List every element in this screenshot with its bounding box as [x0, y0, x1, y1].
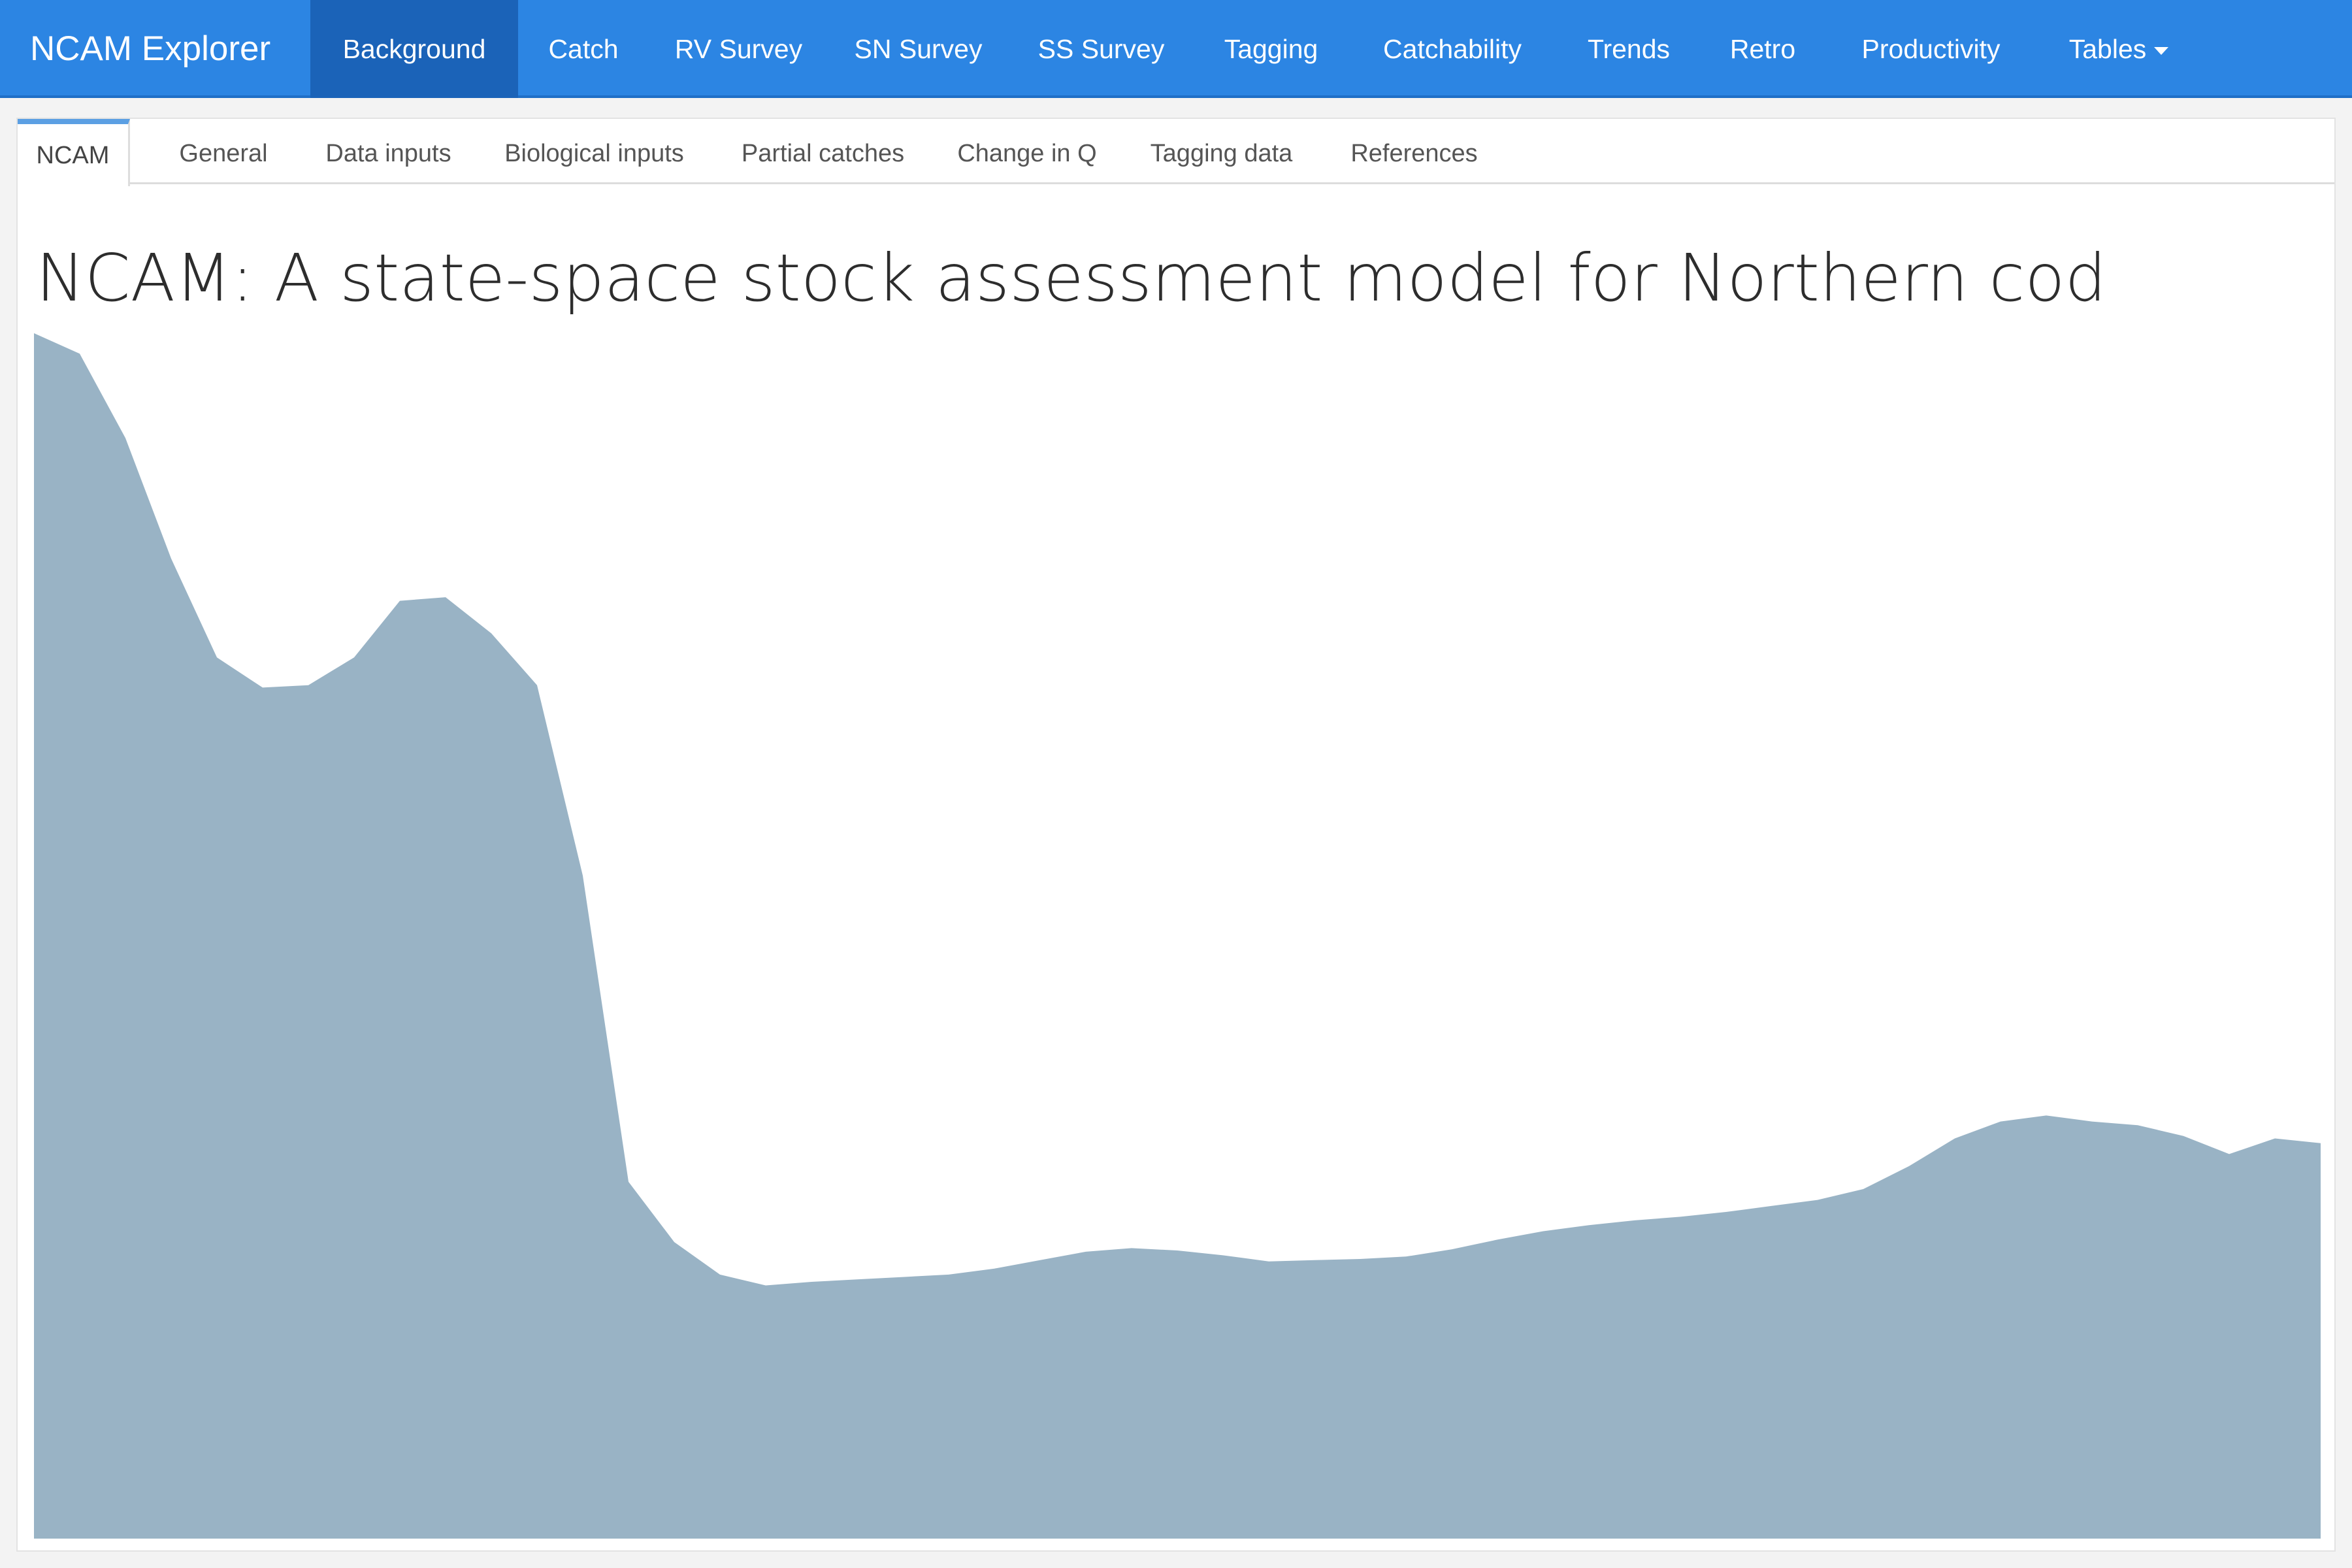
nav-productivity[interactable]: Productivity: [1861, 34, 2001, 64]
nav-rv-survey[interactable]: RV Survey: [674, 34, 803, 64]
top-navbar: NCAM Explorer Background Catch RV Survey…: [0, 0, 2352, 98]
tab-biological-inputs[interactable]: Biological inputs: [504, 140, 684, 167]
tab-change-in-q[interactable]: Change in Q: [957, 140, 1097, 167]
nav-tagging[interactable]: Tagging: [1224, 34, 1318, 64]
nav-tables-label: Tables: [2068, 34, 2147, 64]
page-title: NCAM: A state-space stock assessment mod…: [36, 240, 2107, 316]
nav-sn-survey[interactable]: SN Survey: [854, 34, 983, 64]
nav-tables-dropdown[interactable]: Tables: [2037, 0, 2200, 98]
biomass-area-series: [34, 333, 2321, 1539]
nav-catch[interactable]: Catch: [548, 34, 619, 64]
tab-tagging-data[interactable]: Tagging data: [1150, 140, 1293, 167]
tab-bar: NCAM General Data inputs Biological inpu…: [18, 119, 2334, 186]
nav-catchability[interactable]: Catchability: [1383, 34, 1522, 64]
app-brand[interactable]: NCAM Explorer: [30, 29, 271, 68]
tab-data-inputs[interactable]: Data inputs: [325, 140, 451, 167]
caret-down-icon: [2154, 47, 2169, 56]
nav-retro[interactable]: Retro: [1729, 34, 1796, 64]
tab-partial-catches[interactable]: Partial catches: [741, 140, 905, 167]
nav-trends[interactable]: Trends: [1587, 34, 1671, 64]
nav-background[interactable]: Background: [310, 0, 518, 98]
tab-ncam[interactable]: NCAM: [18, 119, 130, 186]
tab-references[interactable]: References: [1350, 140, 1478, 167]
cod-biomass-area-chart: [34, 333, 2321, 1539]
nav-ss-survey[interactable]: SS Survey: [1037, 34, 1165, 64]
content-panel: NCAM General Data inputs Biological inpu…: [16, 118, 2336, 1552]
tab-general[interactable]: General: [179, 140, 268, 167]
